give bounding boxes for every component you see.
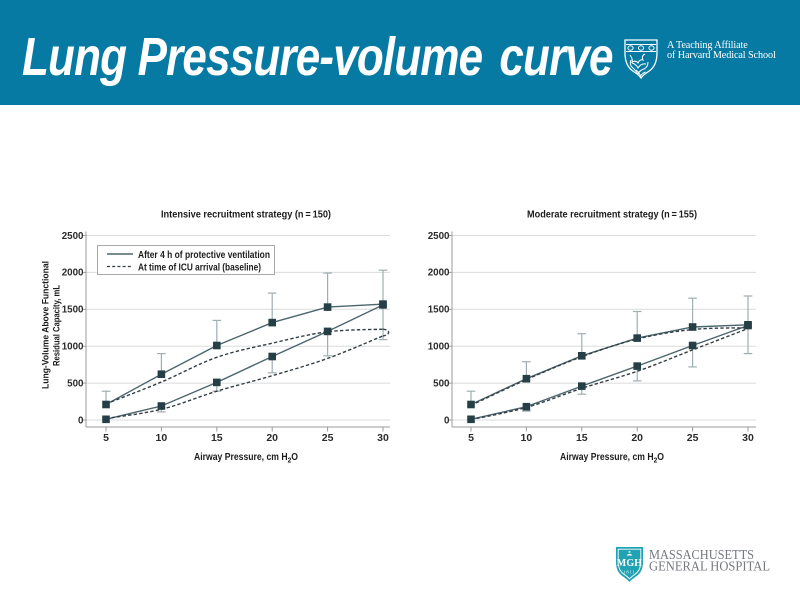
svg-text:GENERAL HOSPITAL: GENERAL HOSPITAL <box>649 559 770 574</box>
svg-text:15: 15 <box>576 432 588 444</box>
svg-text:Lung-Volume Above Functional: Lung-Volume Above Functional <box>41 261 51 389</box>
svg-text:2500: 2500 <box>62 231 84 242</box>
svg-text:0: 0 <box>444 415 450 426</box>
svg-text:At time of ICU arrival (baseli: At time of ICU arrival (baseline) <box>138 263 261 274</box>
svg-text:1500: 1500 <box>62 305 84 316</box>
svg-text:20: 20 <box>631 432 643 444</box>
svg-text:1811: 1811 <box>623 570 636 575</box>
svg-text:500: 500 <box>67 378 84 389</box>
svg-text:Moderate recruitment strategy: Moderate recruitment strategy (n = 155) <box>527 210 697 221</box>
svg-text:Airway Pressure, cm H2O: Airway Pressure, cm H2O <box>560 452 664 465</box>
svg-text:25: 25 <box>687 432 699 444</box>
svg-text:2000: 2000 <box>62 268 84 279</box>
svg-text:Intensive recruitment strategy: Intensive recruitment strategy (n = 150) <box>161 210 331 221</box>
svg-text:1500: 1500 <box>428 305 450 316</box>
svg-text:Airway Pressure, cm H2O: Airway Pressure, cm H2O <box>194 452 298 465</box>
svg-text:5: 5 <box>468 432 474 444</box>
svg-text:Residual Capacity, mL: Residual Capacity, mL <box>52 285 62 366</box>
svg-text:0: 0 <box>78 415 84 426</box>
svg-text:MASSACHUSETTS: MASSACHUSETTS <box>649 547 754 562</box>
svg-text:2000: 2000 <box>428 268 450 279</box>
svg-text:30: 30 <box>377 432 389 444</box>
svg-text:20: 20 <box>266 432 278 444</box>
svg-text:2500: 2500 <box>428 231 450 242</box>
svg-text:1000: 1000 <box>428 342 450 353</box>
svg-text:5: 5 <box>103 432 109 444</box>
svg-text:30: 30 <box>742 432 754 444</box>
svg-text:10: 10 <box>156 432 168 444</box>
svg-text:MGH: MGH <box>617 558 643 569</box>
svg-text:A Teaching Affiliate: A Teaching Affiliate <box>667 40 748 51</box>
svg-text:15: 15 <box>211 432 223 444</box>
svg-text:10: 10 <box>521 432 533 444</box>
svg-text:1000: 1000 <box>62 342 84 353</box>
svg-text:25: 25 <box>322 432 334 444</box>
svg-text:500: 500 <box>433 378 450 389</box>
svg-text:After 4 h of protective ventil: After 4 h of protective ventilation <box>138 250 270 261</box>
svg-text:of Harvard Medical School: of Harvard Medical School <box>667 50 776 61</box>
